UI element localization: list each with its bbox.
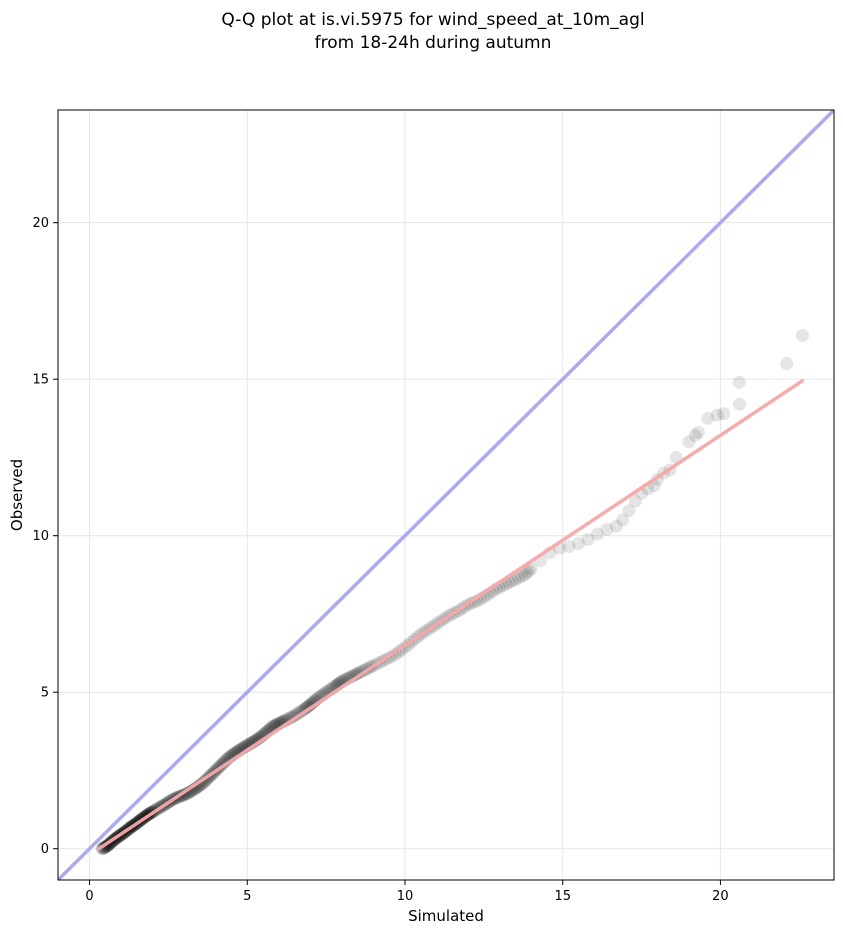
data-point [351, 666, 365, 680]
data-point [732, 375, 746, 389]
data-point [581, 532, 595, 546]
x-axis: 0 5 10 15 20 [85, 880, 729, 904]
data-point [688, 429, 702, 443]
data-point [682, 435, 696, 449]
data-point [301, 699, 315, 713]
data-point [562, 540, 576, 554]
data-point [520, 566, 534, 580]
data-point [732, 397, 746, 411]
data-point [508, 573, 522, 587]
reference-line [58, 110, 834, 880]
chart-title-line-1: Q-Q plot at is.vi.5975 for wind_speed_at… [221, 10, 644, 30]
plot-frame [57, 109, 835, 881]
data-point [600, 522, 614, 536]
x-tick-label: 15 [554, 889, 571, 904]
x-tick-label: 0 [85, 889, 93, 904]
y-tick-label: 15 [32, 373, 49, 388]
data-point [512, 571, 526, 585]
y-tick-label: 20 [32, 216, 49, 231]
data-point [717, 407, 731, 421]
x-tick-label: 5 [243, 889, 251, 904]
data-point [522, 564, 536, 578]
x-tick-label: 10 [397, 889, 414, 904]
data-point [286, 709, 300, 723]
data-point [571, 537, 585, 551]
data-point [622, 504, 636, 518]
points-layer [95, 328, 809, 856]
data-point [710, 408, 724, 422]
data-point [691, 425, 705, 439]
y-axis-label: Observed [8, 459, 26, 531]
data-point [590, 527, 604, 541]
data-point [302, 698, 316, 712]
data-point [780, 357, 794, 371]
data-point [628, 494, 642, 508]
data-point [609, 519, 623, 533]
data-point [795, 328, 809, 342]
y-axis: 0 5 10 15 20 [32, 216, 58, 857]
data-point [515, 569, 529, 583]
lines-layer [58, 110, 834, 880]
y-tick-label: 0 [41, 842, 49, 857]
data-point [701, 411, 715, 425]
data-point [616, 513, 630, 527]
chart-title-line-2: from 18-24h during autumn [315, 33, 552, 53]
y-tick-label: 5 [41, 686, 49, 701]
x-axis-label: Simulated [408, 907, 484, 925]
y-tick-label: 10 [32, 529, 49, 544]
fit-line [97, 379, 805, 851]
grid [58, 110, 834, 880]
x-tick-label: 20 [712, 889, 729, 904]
data-point [518, 568, 532, 582]
